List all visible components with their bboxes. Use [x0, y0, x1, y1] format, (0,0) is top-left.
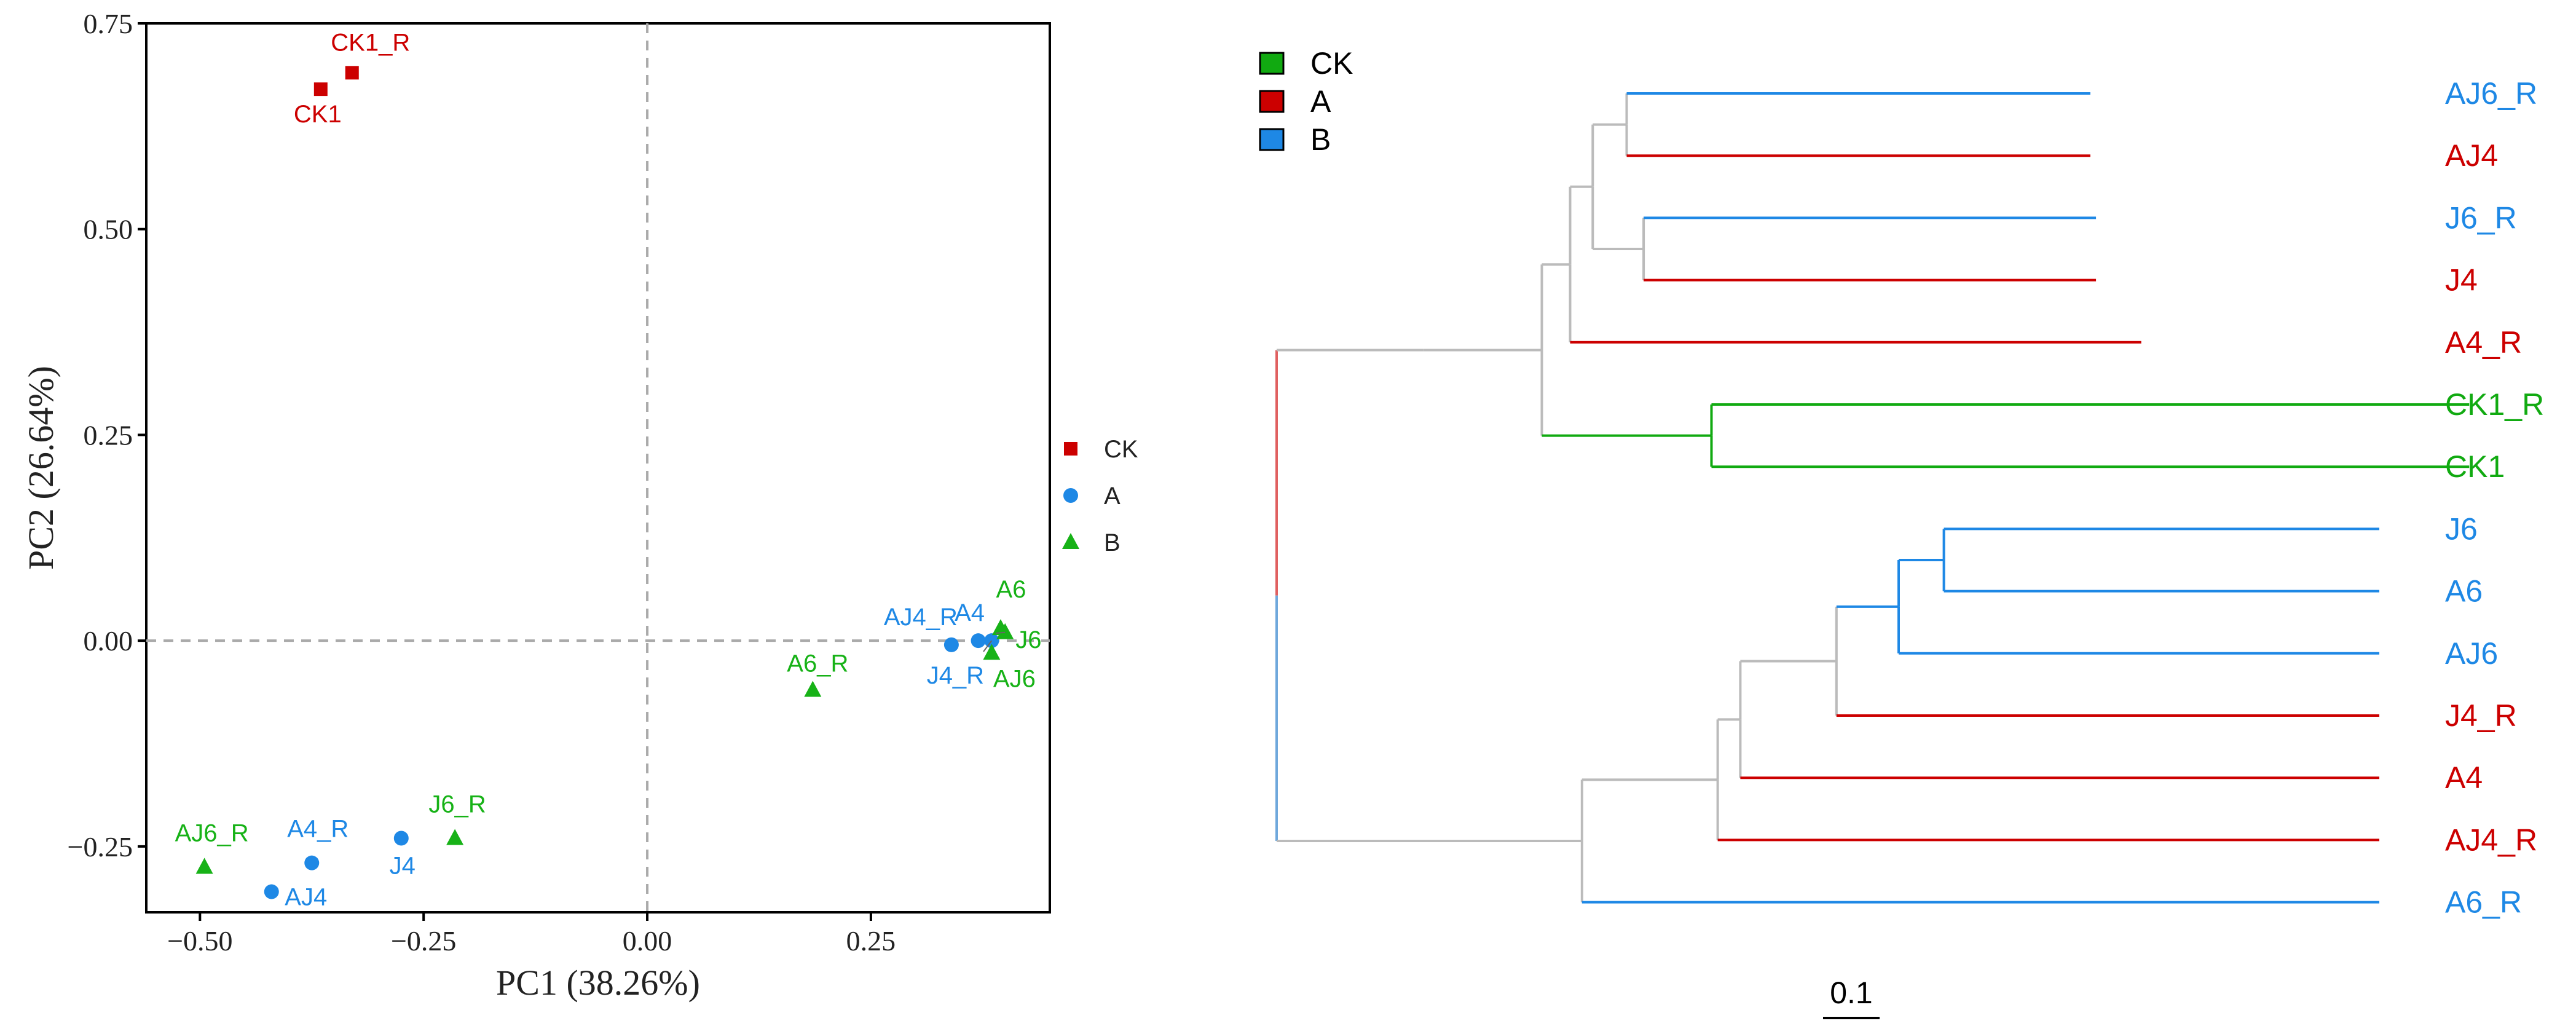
point-aj6-r: [195, 858, 213, 874]
leaf-label-a6: A6: [2445, 574, 2483, 609]
point-aj6: [983, 644, 1001, 660]
point-j6-r: [446, 829, 464, 845]
point-label-j6: J6: [1015, 626, 1041, 653]
leaf-label-j4: J4: [2445, 263, 2478, 298]
legend-label-ck: CK: [1310, 46, 1353, 81]
point-label-a6-r: A6_R: [787, 650, 848, 677]
leaf-label-ck1: CK1: [2445, 449, 2505, 484]
scatter-legend: CK AB: [1062, 436, 1138, 556]
y-axis-title: PC2 (26.64%): [21, 366, 61, 570]
y-tick-label: 0.25: [84, 419, 133, 451]
pca-scatter-plot: −0.50 −0.25 0.00 0.25 −0.25 0.00 0.25 0.50 0.75…: [21, 8, 1138, 1003]
leaf-label-j6: J6: [2445, 511, 2478, 546]
leaf-label-a6-r: A6_R: [2445, 885, 2522, 920]
dendrogram-branches: [1275, 92, 2470, 904]
leaf-label-j4-r: J4_R: [2445, 698, 2517, 733]
leaf-label-a4-r: A4_R: [2445, 325, 2522, 360]
point-aj4-r: [943, 637, 959, 652]
legend-key-b: [1259, 128, 1285, 151]
label-leader-line: [983, 640, 993, 652]
leaf-label-j6-r: J6_R: [2445, 200, 2517, 235]
x-tick-label: 0.25: [846, 925, 896, 957]
point-label-j4-r: J4_R: [927, 662, 984, 689]
leaf-label-aj4: AJ4: [2445, 138, 2498, 173]
point-aj4: [264, 884, 279, 899]
point-ck1: [313, 82, 328, 97]
data-points: [195, 66, 1014, 899]
leaf-labels: AJ6_R AJ4 J6_R J4 A4_R CK1_R CK1 J6 A6 AJ6 J4_R A4 A…: [2445, 76, 2544, 920]
scale-bar-label: 0.1: [1830, 976, 1873, 1010]
legend-key-a: [1259, 90, 1285, 113]
point-label-ck1-r: CK1_R: [331, 29, 410, 56]
leaf-label-aj4-r: AJ4_R: [2445, 823, 2537, 857]
legend-label-b: B: [1310, 122, 1331, 157]
y-tick-label: 0.75: [84, 8, 133, 39]
leaf-label-a4: A4: [2445, 760, 2483, 795]
y-tick-label: 0.00: [84, 625, 133, 657]
leaf-label-aj6: AJ6: [2445, 636, 2498, 671]
point-label-aj4-r: AJ4_R: [884, 604, 958, 631]
x-tick-label: −0.50: [167, 925, 232, 957]
point-label-j6-r: J6_R: [428, 791, 486, 818]
leaf-label-ck1-r: CK1_R: [2445, 387, 2544, 422]
legend-key-a: [1063, 488, 1078, 503]
x-axis-ticks: −0.50 −0.25 0.00 0.25: [167, 912, 896, 957]
x-axis-title: PC1 (38.26%): [496, 963, 700, 1003]
point-a6-r: [804, 681, 822, 697]
point-a4: [971, 633, 986, 649]
point-label-a4: A4: [955, 599, 985, 626]
legend-label-ck: CK: [1104, 436, 1138, 463]
y-axis-ticks: −0.25 0.00 0.25 0.50 0.75: [68, 8, 146, 862]
point-labels: CK1_R CK1 AJ4_RA4 J4_R A4_R J4 AJ4 A6 J6 AJ6 A6_R J…: [175, 29, 1042, 910]
y-tick-label: −0.25: [68, 831, 133, 862]
point-label-a4-r: A4_R: [287, 816, 349, 843]
point-a4-r: [304, 855, 320, 870]
point-label-aj4: AJ4: [285, 884, 327, 911]
reference-lines: [146, 23, 1050, 912]
point-label-aj6: AJ6: [993, 665, 1036, 692]
point-label-ck1: CK1: [294, 101, 342, 128]
plot-panel-border: [145, 22, 1051, 914]
point-label-aj6-r: AJ6_R: [175, 819, 249, 847]
legend-key-b: [1062, 533, 1079, 549]
legend-key-ck: [1064, 442, 1077, 456]
scale-bar: 0.1: [1823, 976, 1880, 1019]
legend-key-ck: [1259, 52, 1285, 75]
point-label-a6: A6: [996, 576, 1026, 603]
leaf-label-aj6-r: AJ6_R: [2445, 76, 2537, 111]
x-tick-label: 0.00: [623, 925, 672, 957]
legend-label-a: A: [1104, 483, 1121, 510]
point-label-j4: J4: [390, 853, 416, 880]
point-j4: [393, 831, 409, 846]
legend-label-b: B: [1104, 529, 1121, 556]
point-j6: [996, 623, 1014, 639]
x-tick-label: −0.25: [391, 925, 456, 957]
legend-label-a: A: [1310, 84, 1331, 119]
y-tick-label: 0.50: [84, 214, 133, 245]
point-ck1-r: [345, 66, 359, 80]
